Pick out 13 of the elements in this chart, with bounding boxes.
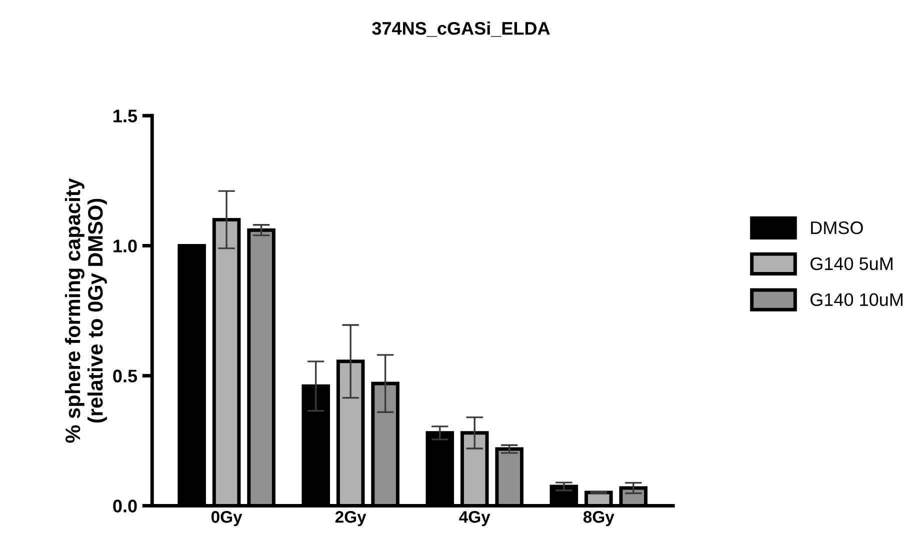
x-tick-label: 0Gy xyxy=(211,511,242,526)
chart-title: 374NS_cGASi_ELDA xyxy=(372,22,550,37)
x-tick-label: 8Gy xyxy=(583,511,614,526)
legend-label: DMSO xyxy=(811,221,863,234)
y-tick-label: 1.5 xyxy=(114,110,138,122)
y-tick-label: 0.0 xyxy=(113,500,137,512)
x-tick-label: 2Gy xyxy=(335,511,366,526)
x-tick-label: 4Gy xyxy=(459,511,490,526)
y-axis-title: % sphere forming capacity (relative to 0Gy DMSO) xyxy=(64,178,107,443)
y-tick-label: 0.5 xyxy=(113,370,138,382)
y-tick-label: 1.0 xyxy=(114,240,137,252)
legend-label: G140 5uM xyxy=(810,257,892,270)
legend-label: G140 10uM xyxy=(810,293,902,306)
